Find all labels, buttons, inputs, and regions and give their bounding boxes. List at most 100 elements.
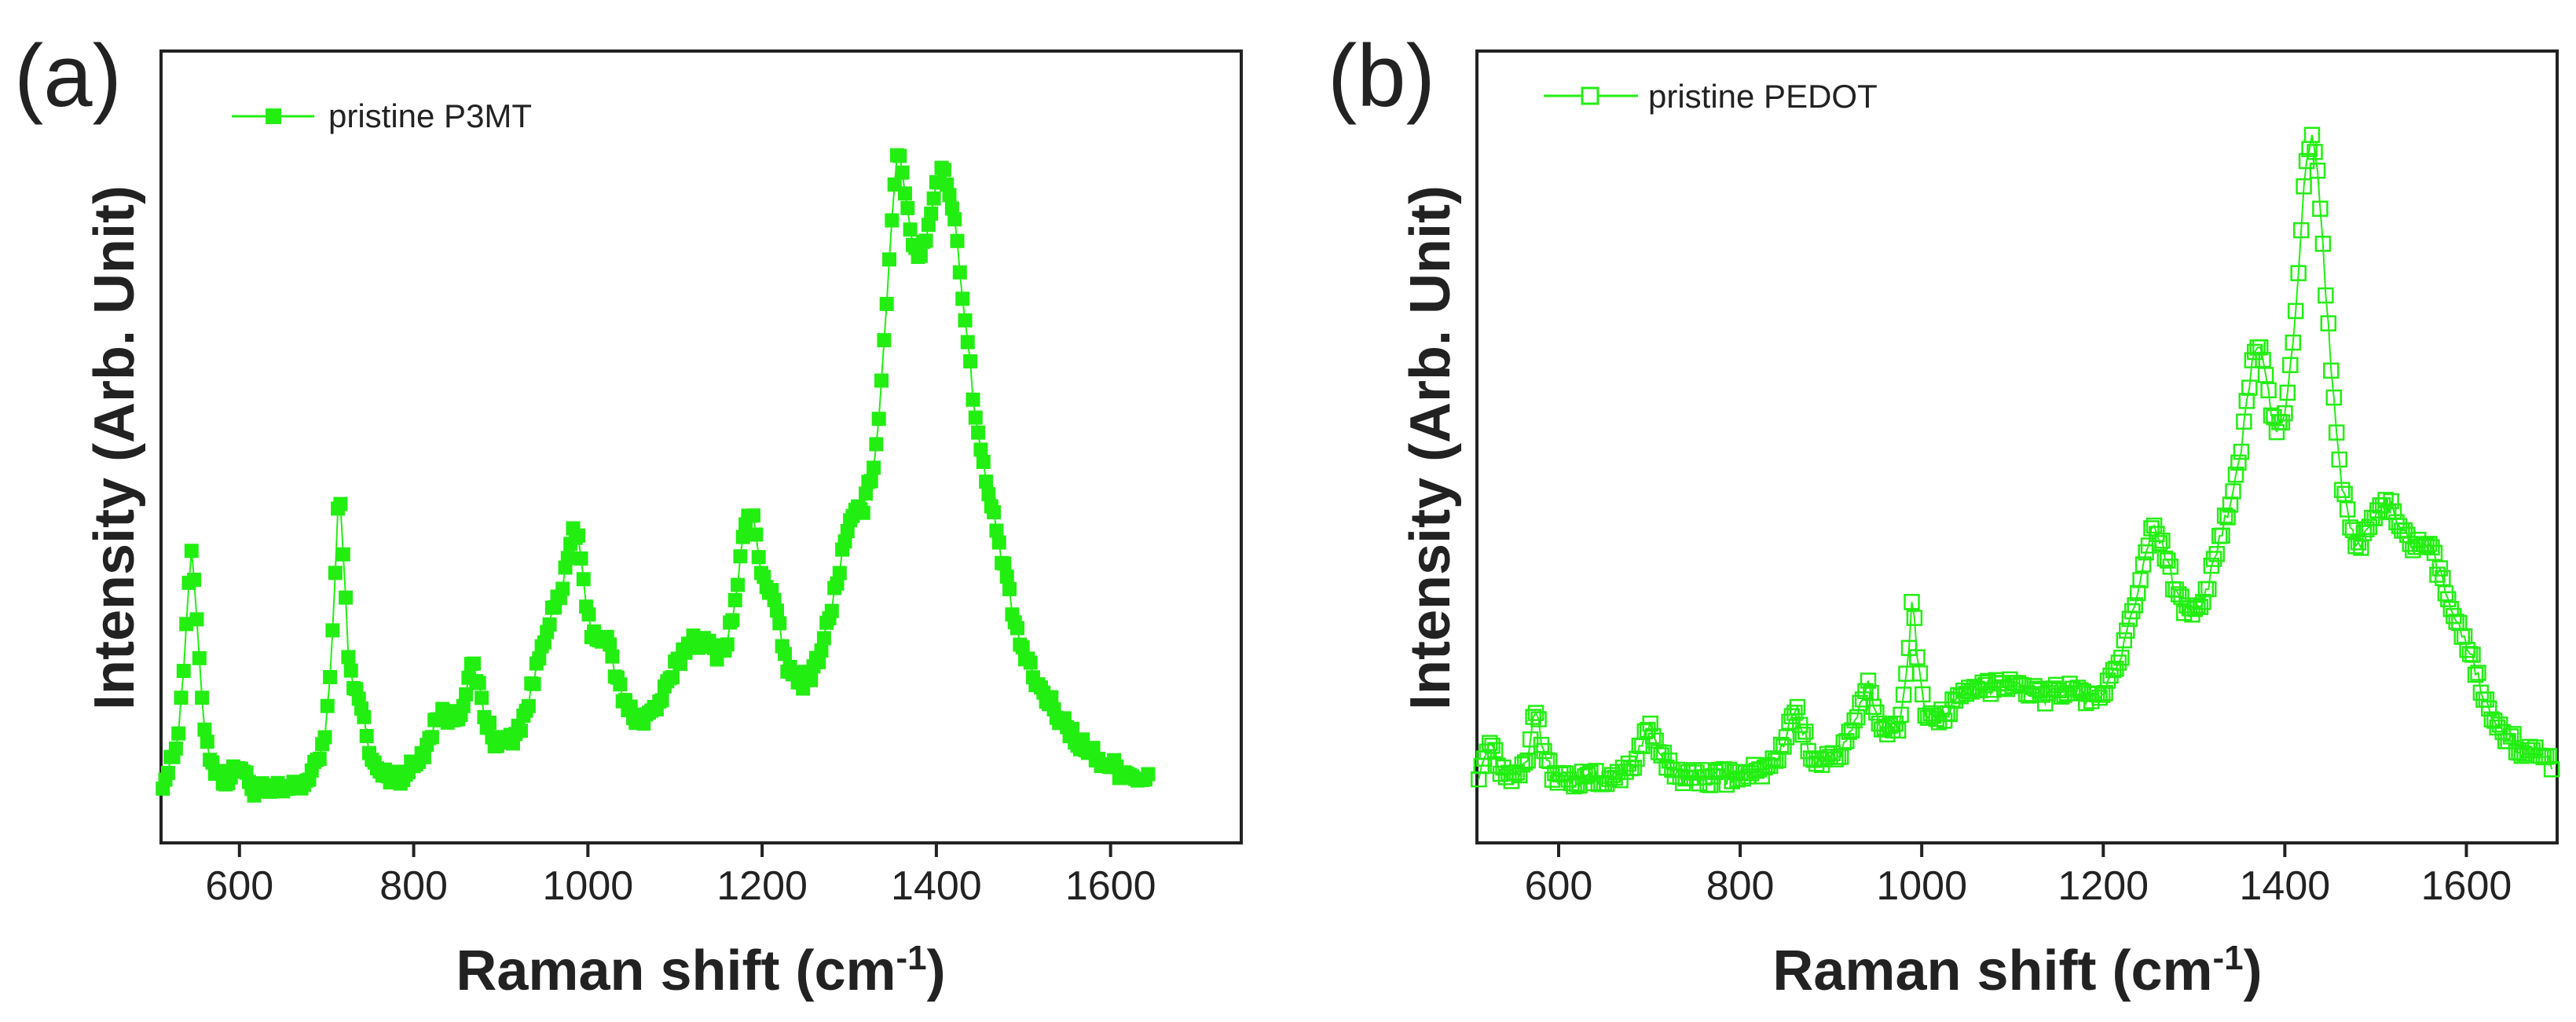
data-point <box>1644 727 1662 745</box>
data-point <box>1778 729 1795 745</box>
data-point <box>867 460 881 475</box>
data-point <box>1614 759 1632 776</box>
data-point <box>812 654 826 669</box>
data-point <box>2420 536 2438 552</box>
data-point <box>2233 443 2250 460</box>
x-tick-label: 1200 <box>2058 863 2149 909</box>
data-point <box>971 425 986 440</box>
data-point <box>979 474 994 489</box>
data-point <box>2099 672 2116 689</box>
data-point <box>2119 622 2135 639</box>
data-point <box>2527 739 2544 756</box>
data-point <box>814 643 829 658</box>
data-point <box>1625 760 1643 776</box>
data-point <box>2252 339 2269 356</box>
data-point <box>952 265 967 280</box>
data-point <box>581 607 596 622</box>
data-point <box>168 741 183 756</box>
data-point <box>2296 178 2312 195</box>
data-point <box>613 677 628 692</box>
data-point <box>1827 751 1844 767</box>
data-point <box>1620 755 1637 772</box>
data-point <box>2064 680 2081 698</box>
data-point <box>532 651 547 666</box>
data-point <box>2505 726 2522 742</box>
data-point <box>467 656 482 671</box>
panel-a-x-axis-title: Raman shift (cm-1) <box>456 939 945 1002</box>
data-point <box>2145 517 2163 534</box>
data-point <box>2274 414 2291 430</box>
data-point <box>2143 520 2160 537</box>
data-point <box>720 637 735 652</box>
data-point <box>2287 302 2304 320</box>
x-tick-label: 1600 <box>1065 863 1156 909</box>
panel-a-legend: pristine P3MT <box>232 97 532 134</box>
data-point <box>1889 722 1907 739</box>
data-point <box>424 730 439 745</box>
data-point <box>573 551 588 566</box>
data-point <box>325 623 340 638</box>
data-point <box>603 637 617 652</box>
data-point <box>1893 706 1909 723</box>
data-point <box>312 751 327 766</box>
data-point <box>1557 765 1574 782</box>
data-point <box>317 730 332 745</box>
data-point <box>1879 726 1896 743</box>
data-point <box>989 523 1004 538</box>
data-point <box>2170 586 2187 603</box>
data-point <box>2241 379 2258 396</box>
data-point <box>1514 756 1531 773</box>
data-point <box>2543 761 2560 778</box>
data-point <box>2339 501 2356 518</box>
data-point <box>968 410 983 425</box>
data-point <box>2323 362 2340 379</box>
data-point <box>184 544 199 559</box>
data-point <box>2307 144 2323 160</box>
data-point <box>950 233 965 248</box>
x-tick-label: 800 <box>1706 863 1775 909</box>
data-point <box>323 670 338 684</box>
data-point <box>2244 352 2261 368</box>
data-point <box>903 222 918 237</box>
data-point <box>320 698 335 713</box>
data-point <box>895 165 910 180</box>
data-point <box>2350 534 2367 551</box>
data-point <box>824 603 839 618</box>
data-point <box>924 206 939 221</box>
data-point <box>2377 492 2394 508</box>
data-point <box>2219 509 2236 526</box>
data-point <box>482 716 497 730</box>
x-tick-label: 800 <box>379 863 448 909</box>
data-point <box>735 529 750 544</box>
data-point <box>526 676 541 691</box>
data-point <box>174 690 189 705</box>
data-point <box>1933 701 1950 718</box>
x-tick-label: 600 <box>205 863 273 909</box>
data-point <box>171 726 186 741</box>
data-point <box>2208 546 2225 562</box>
data-point <box>900 200 915 215</box>
x-tick-label: 1400 <box>2240 863 2331 909</box>
data-point <box>2214 527 2230 544</box>
data-point <box>665 670 680 685</box>
data-point <box>2459 642 2475 658</box>
data-point <box>2116 632 2133 649</box>
data-point <box>2290 265 2307 281</box>
data-point <box>1846 712 1863 729</box>
data-point <box>335 547 350 562</box>
data-point <box>770 603 784 618</box>
data-point <box>1857 683 1874 700</box>
data-point <box>2236 413 2252 430</box>
data-point <box>1541 753 1558 770</box>
data-point <box>2309 163 2326 179</box>
data-point <box>2513 747 2530 764</box>
data-point <box>2156 550 2174 567</box>
data-point <box>2260 382 2277 399</box>
data-point <box>200 734 214 749</box>
data-point <box>997 556 1012 571</box>
data-point <box>2292 222 2310 239</box>
data-point <box>1868 704 1885 721</box>
data-point <box>1512 767 1528 784</box>
data-point <box>816 631 831 646</box>
data-point <box>2227 467 2244 483</box>
